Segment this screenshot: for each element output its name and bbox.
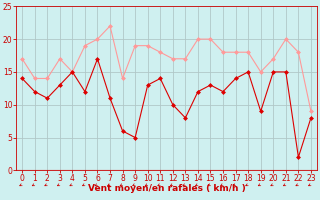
X-axis label: Vent moyen/en rafales ( km/h ): Vent moyen/en rafales ( km/h ) — [88, 184, 245, 193]
